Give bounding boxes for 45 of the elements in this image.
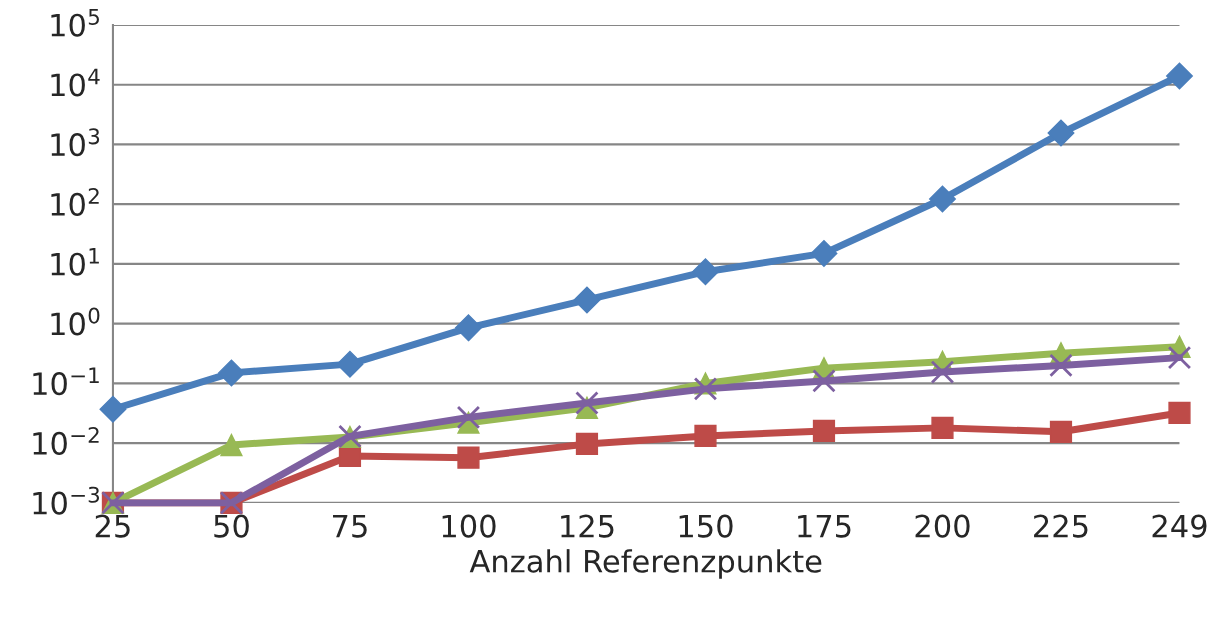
y-tick-label: 10$^{−3}$ <box>33 486 100 515</box>
point <box>812 419 836 443</box>
point <box>573 286 601 314</box>
y-tick-label: 10$^{2}$ <box>51 187 99 216</box>
point <box>1168 401 1191 425</box>
point <box>217 359 245 387</box>
y-tick-label: 10$^{5}$ <box>51 9 99 37</box>
point <box>1166 62 1193 90</box>
x-tick-label: 100 <box>442 514 496 538</box>
point <box>930 360 955 384</box>
point <box>456 405 481 430</box>
x-tick-label: 125 <box>561 514 614 538</box>
y-tick-label: 10$^{4}$ <box>51 68 100 97</box>
y-tick-label: 10$^{1}$ <box>51 248 99 276</box>
point <box>457 446 480 469</box>
point <box>694 424 717 448</box>
y-tick-label: 10$^{−2}$ <box>33 426 99 455</box>
y-tick-label: 10$^{3}$ <box>51 128 100 157</box>
x-tick-label: 50 <box>214 514 249 538</box>
point <box>693 377 718 401</box>
point <box>575 432 599 456</box>
point <box>1047 119 1075 147</box>
point <box>931 416 954 440</box>
x-tick-label: 25 <box>95 514 130 538</box>
point <box>1049 353 1073 378</box>
point <box>1049 420 1073 443</box>
x-tick-label: 175 <box>798 514 851 538</box>
x-tick-label: 249 <box>1152 514 1207 538</box>
x-tick-label: 150 <box>679 514 733 538</box>
x-axis-title: Anzahl Referenzpunkte <box>469 549 822 579</box>
point <box>812 369 836 393</box>
y-tick-label: 10$^{−1}$ <box>33 367 99 396</box>
x-tick-label: 200 <box>915 514 970 538</box>
point <box>454 314 482 342</box>
point <box>336 350 364 378</box>
point <box>99 395 127 423</box>
point <box>929 185 956 213</box>
y-tick-label: 10$^{0}$ <box>51 307 100 336</box>
point <box>692 258 719 286</box>
x-tick-label: 225 <box>1034 514 1088 538</box>
point <box>220 433 243 457</box>
point <box>575 391 599 415</box>
point <box>810 239 838 267</box>
x-tick-label: 75 <box>333 514 367 538</box>
point <box>1167 345 1192 370</box>
